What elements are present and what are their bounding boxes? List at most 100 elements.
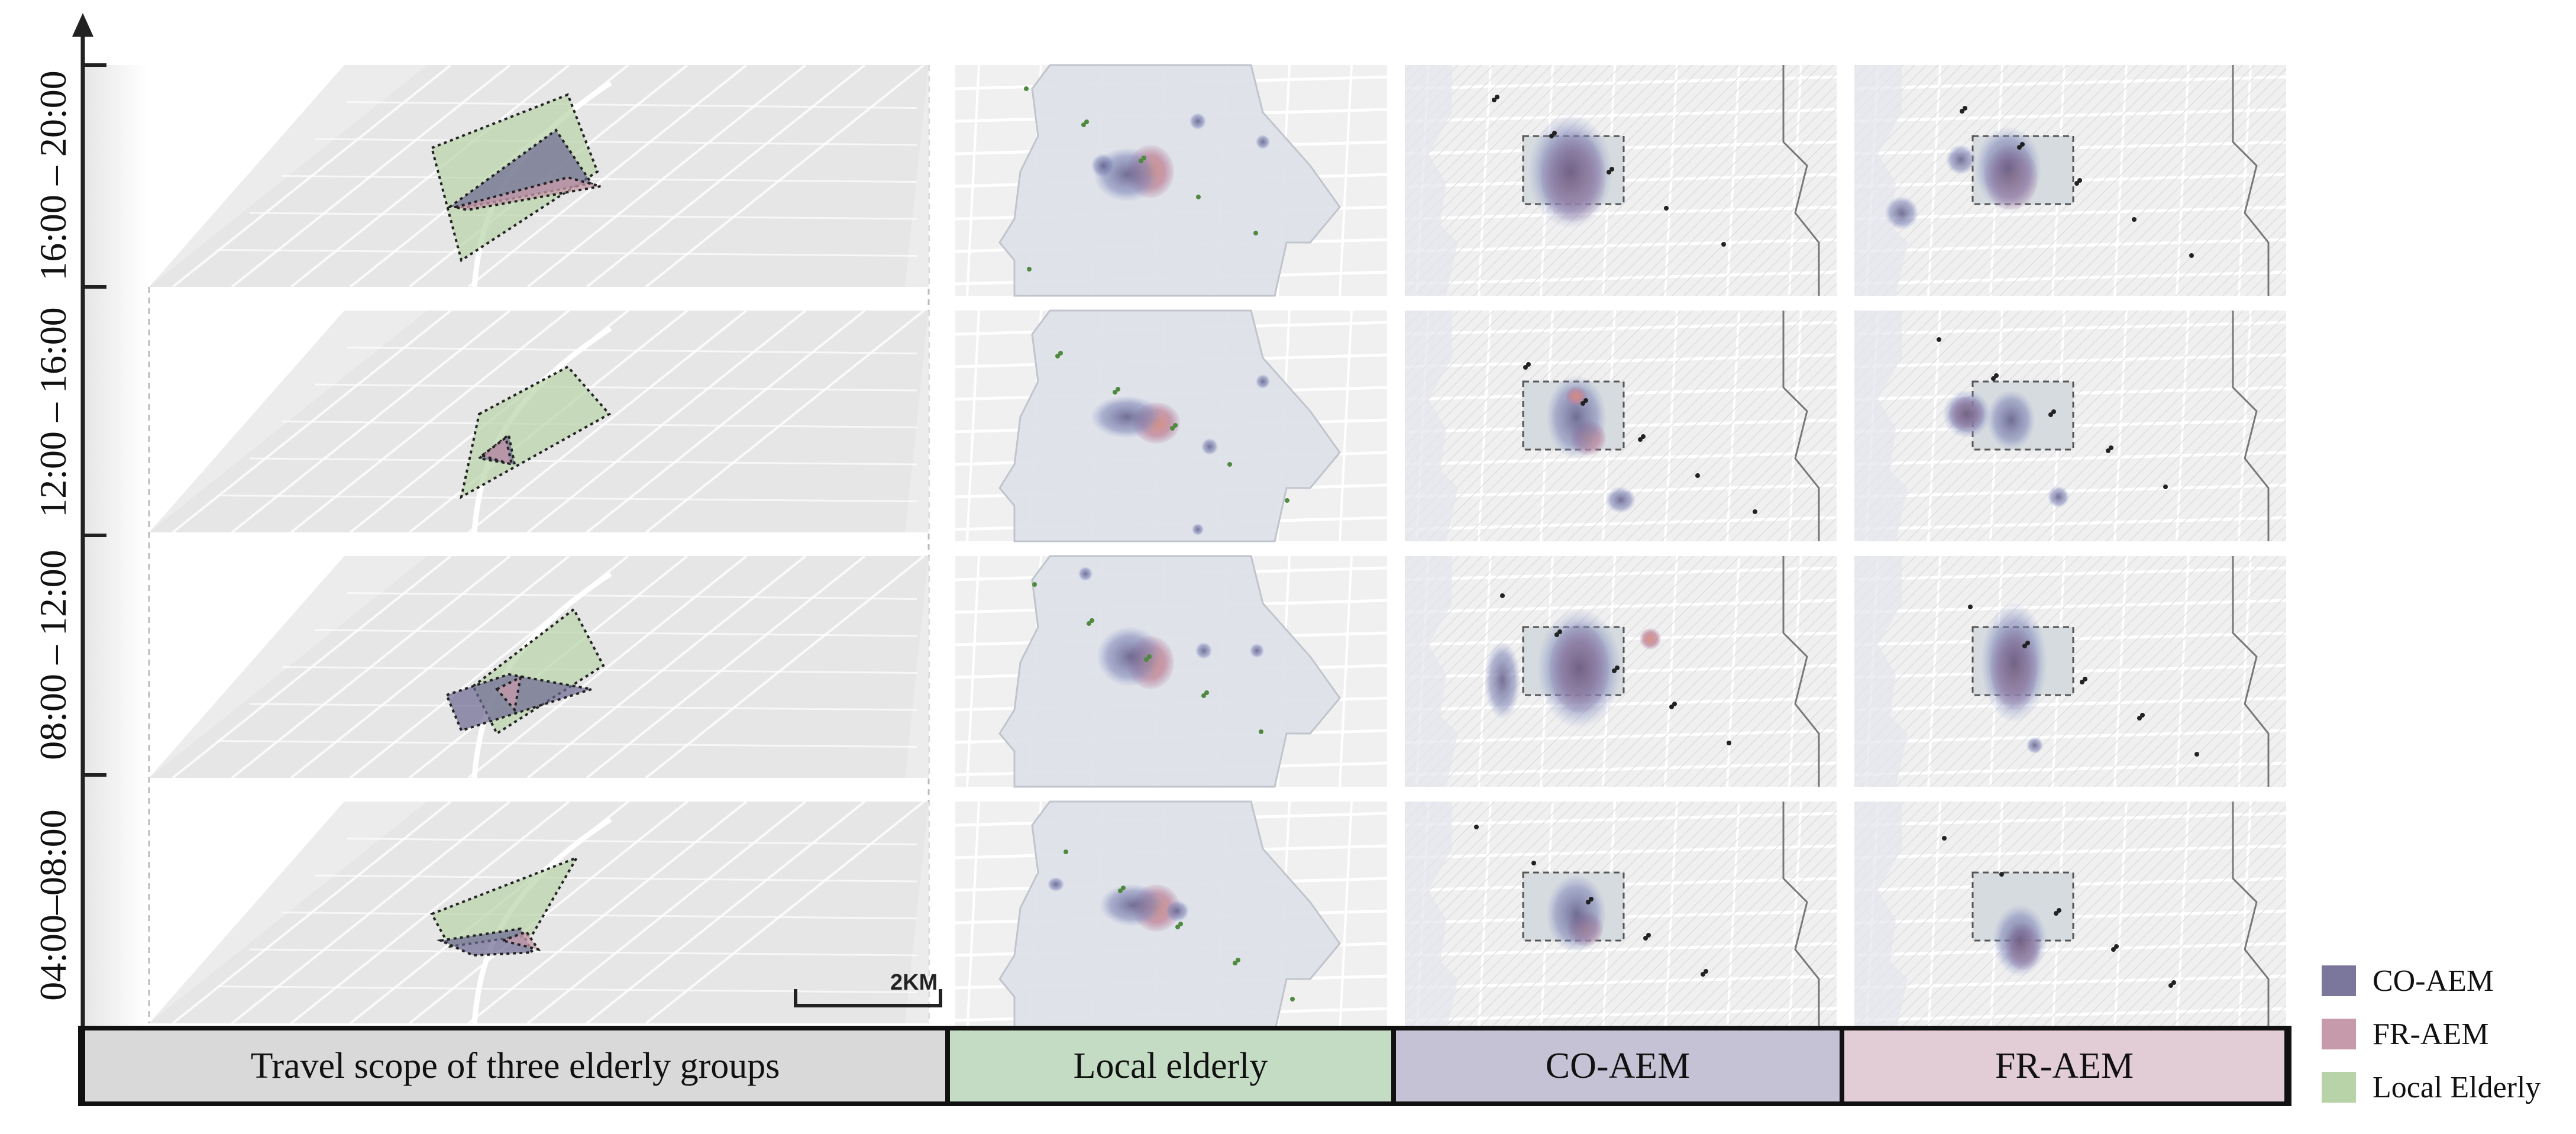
sample-point bbox=[2051, 409, 2056, 414]
sample-point bbox=[1084, 119, 1089, 124]
map-panel bbox=[1854, 555, 2287, 787]
sample-point bbox=[1032, 582, 1037, 587]
sample-point bbox=[1664, 206, 1669, 211]
study-area bbox=[1854, 802, 1908, 1032]
sample-point bbox=[1474, 825, 1479, 829]
map-street bbox=[966, 555, 980, 787]
sample-point bbox=[2163, 484, 2168, 489]
co-density-blob bbox=[1192, 524, 1204, 535]
sample-point bbox=[2017, 145, 2022, 150]
sample-point bbox=[2074, 181, 2079, 186]
iso-street bbox=[282, 666, 917, 674]
time-label-12-16: 12:00 – 16:00 bbox=[32, 307, 74, 518]
sample-point bbox=[1701, 972, 1705, 977]
iso-street bbox=[467, 309, 748, 534]
sample-point bbox=[1549, 134, 1554, 138]
sample-point bbox=[1144, 657, 1149, 662]
legend-co-aem: CO-AEM bbox=[2322, 963, 2494, 999]
map-panel bbox=[955, 800, 1388, 1033]
header-travel-scope: Travel scope of three elderly groups bbox=[80, 1030, 950, 1101]
iso-street bbox=[290, 309, 570, 534]
sample-point bbox=[1526, 362, 1531, 367]
sample-point bbox=[2140, 713, 2145, 718]
sample-point bbox=[2048, 412, 2053, 417]
isometric-panels bbox=[149, 64, 929, 1025]
map-panel bbox=[1404, 801, 1837, 1033]
iso-street bbox=[645, 309, 925, 534]
iso-street bbox=[347, 347, 917, 354]
map-panel bbox=[1404, 64, 1837, 296]
sample-point bbox=[1170, 426, 1175, 431]
iso-panel bbox=[149, 555, 929, 779]
sample-point bbox=[1178, 922, 1183, 926]
iso-street bbox=[216, 495, 917, 502]
co-density-blob bbox=[1091, 154, 1115, 177]
sample-point bbox=[1290, 997, 1295, 1001]
time-axis-arrow bbox=[72, 13, 93, 37]
sample-point bbox=[1113, 390, 1117, 395]
iso-street bbox=[526, 64, 807, 288]
iso-street bbox=[216, 740, 917, 748]
sample-point bbox=[1669, 705, 1674, 709]
legend-fr-aem: FR-AEM bbox=[2322, 1016, 2488, 1052]
iso-street bbox=[290, 800, 570, 1025]
iso-street bbox=[347, 838, 917, 845]
district-boundary bbox=[1782, 802, 1820, 1032]
sample-point bbox=[2114, 944, 2119, 949]
study-area bbox=[1854, 65, 1908, 296]
sample-point bbox=[1492, 98, 1497, 102]
sample-point bbox=[2054, 911, 2058, 916]
iso-street bbox=[526, 800, 807, 1025]
sample-point bbox=[1999, 872, 2004, 877]
co-density-blob bbox=[1048, 877, 1064, 891]
iso-street bbox=[467, 555, 748, 779]
sample-point bbox=[1081, 122, 1086, 127]
sample-point bbox=[1557, 629, 1562, 634]
district-boundary bbox=[1782, 65, 1820, 296]
co-density-blob bbox=[2026, 737, 2043, 754]
sample-point bbox=[1942, 836, 1947, 841]
iso-street bbox=[645, 555, 925, 779]
legend-label-co-aem: CO-AEM bbox=[2373, 964, 2494, 998]
co-density-blob bbox=[1201, 438, 1218, 455]
co-density-blob bbox=[1606, 487, 1636, 513]
co-density-blob bbox=[1547, 875, 1606, 952]
sample-point bbox=[1196, 195, 1201, 199]
sample-point bbox=[2020, 142, 2025, 147]
study-area bbox=[1405, 311, 1458, 541]
sample-point bbox=[2106, 448, 2110, 453]
legend-label-fr-aem: FR-AEM bbox=[2373, 1017, 2489, 1051]
legend-local-elderly: Local Elderly bbox=[2322, 1070, 2541, 1105]
sample-point bbox=[1500, 593, 1505, 598]
district-boundary bbox=[2232, 556, 2270, 787]
sample-point bbox=[1116, 387, 1120, 392]
map-panel bbox=[955, 555, 1388, 788]
iso-street bbox=[249, 703, 917, 711]
sample-point bbox=[1173, 423, 1178, 428]
iso-street bbox=[314, 383, 917, 392]
sample-point bbox=[1672, 702, 1677, 706]
sample-point bbox=[1615, 665, 1620, 670]
sample-point bbox=[1204, 690, 1209, 695]
iso-street bbox=[282, 421, 917, 428]
sample-point bbox=[1147, 654, 1152, 659]
sample-point bbox=[1641, 434, 1646, 439]
sample-point bbox=[2109, 445, 2113, 450]
co-density-blob bbox=[1982, 603, 2047, 722]
map-panel bbox=[955, 309, 1388, 542]
sample-point bbox=[1968, 605, 1973, 609]
sample-point bbox=[1227, 462, 1232, 467]
study-area bbox=[1854, 311, 1908, 541]
legend-swatch-co-aem bbox=[2322, 965, 2356, 996]
iso-street bbox=[314, 138, 917, 146]
district-boundary bbox=[2232, 311, 2270, 541]
iso-street bbox=[290, 64, 570, 288]
co-density-blob bbox=[1097, 627, 1162, 686]
sample-point bbox=[2168, 983, 2173, 988]
fr-density-blob bbox=[1640, 628, 1661, 650]
map-panels bbox=[955, 64, 2287, 1033]
sample-point bbox=[1233, 961, 1237, 965]
sample-point bbox=[1523, 365, 1528, 370]
sample-point bbox=[1139, 159, 1143, 163]
